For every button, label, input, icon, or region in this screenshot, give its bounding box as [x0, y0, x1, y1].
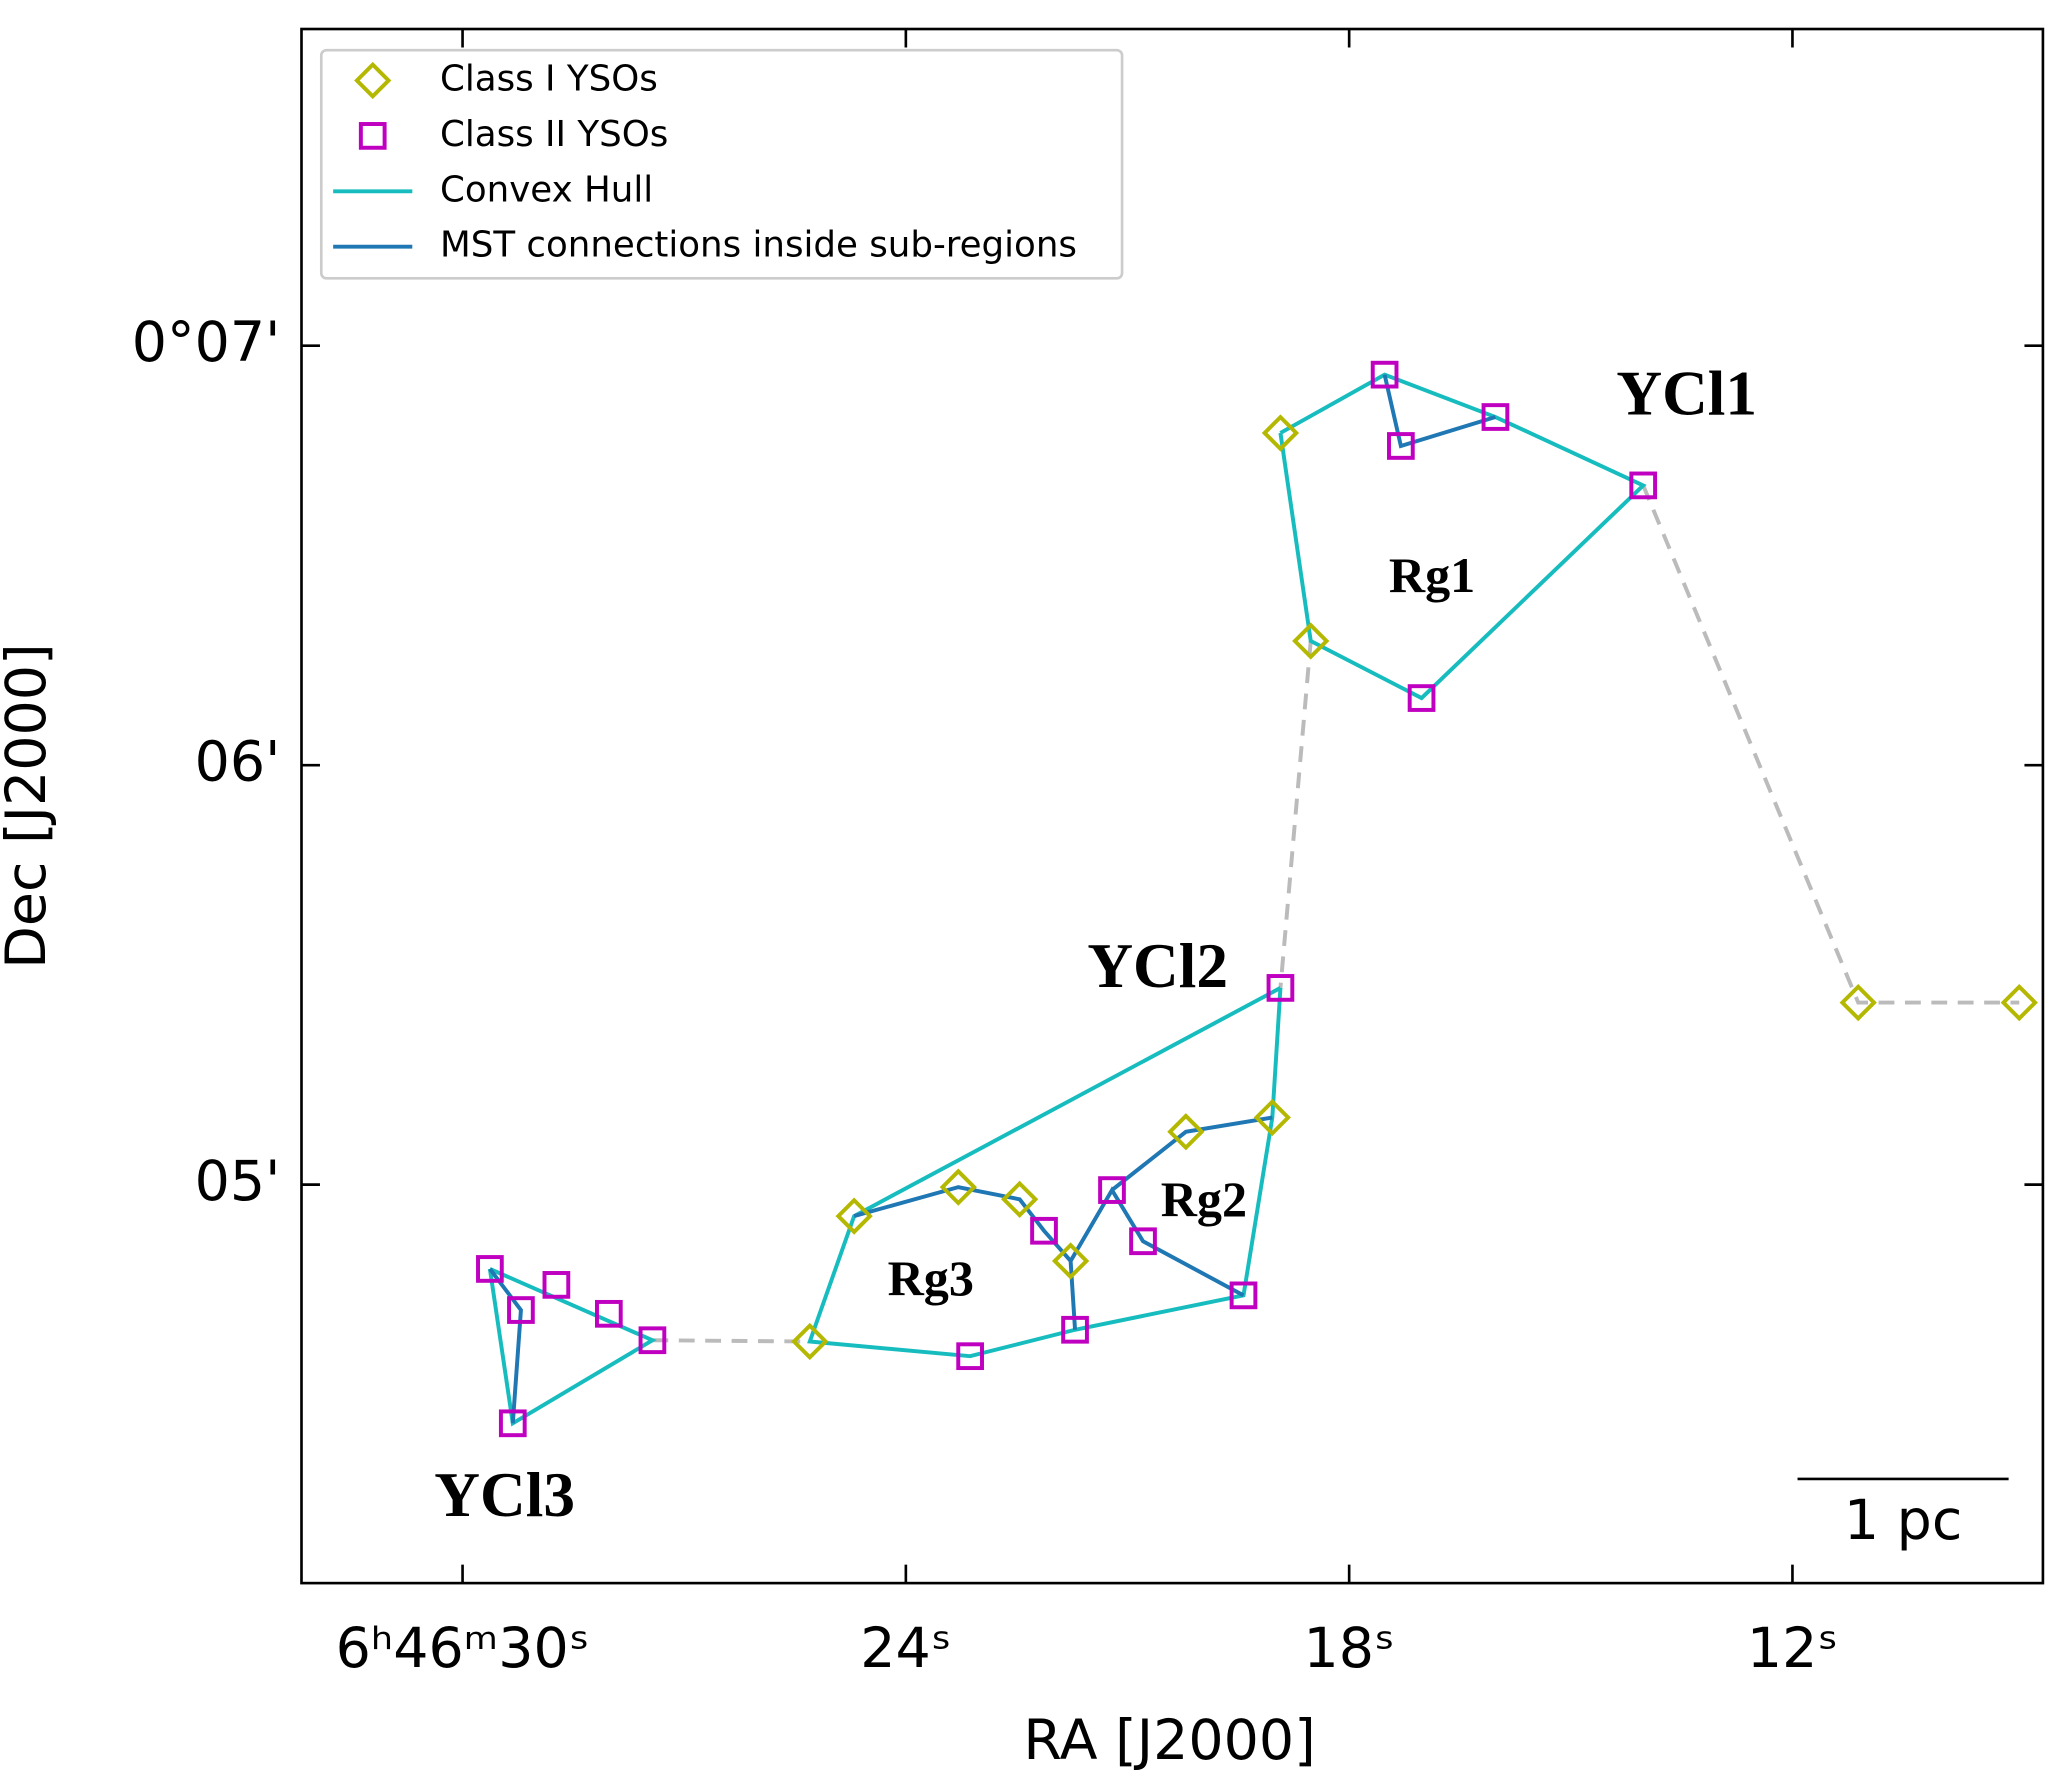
- legend-label: Convex Hull: [440, 169, 653, 210]
- x-tick-label: 12ˢ: [1747, 1617, 1838, 1681]
- class-ii-point: [594, 1299, 623, 1328]
- class-ii-point: [1229, 1281, 1258, 1310]
- class-ii-point: [476, 1255, 504, 1283]
- line-series: [488, 374, 1497, 1424]
- class-ii-point: [956, 1342, 984, 1371]
- class-ii-point: [1481, 403, 1510, 431]
- class-i-point: [1253, 1098, 1291, 1137]
- y-tick-label: 06': [195, 730, 281, 794]
- class-i-point: [791, 1322, 829, 1361]
- annotation: Rg3: [888, 1250, 974, 1306]
- class-i-point: [939, 1168, 977, 1206]
- annotation: YCl3: [434, 1460, 575, 1530]
- x-axis-label: RA [J2000]: [1023, 1709, 1315, 1773]
- legend-label: MST connections inside sub-regions: [440, 225, 1077, 266]
- legend-box: [319, 48, 1124, 280]
- x-tick-label: 6ʰ46ᵐ30ˢ: [336, 1617, 590, 1681]
- legend-label: Class II YSOs: [440, 114, 668, 155]
- class-ii-point: [1061, 1315, 1089, 1344]
- class-i-point: [1292, 622, 1330, 660]
- y-tick-label: 0°07': [132, 311, 281, 375]
- class-i-point: [835, 1197, 873, 1235]
- class-ii-point: [1266, 974, 1295, 1002]
- class-ii-point: [1629, 471, 1658, 500]
- class-i-point: [1839, 983, 1877, 1022]
- class-ii-point: [1098, 1176, 1126, 1204]
- class-i-point: [1167, 1113, 1205, 1151]
- annotation: YCl1: [1616, 358, 1757, 428]
- class-i-point: [1261, 414, 1300, 452]
- x-tick-label: 18ˢ: [1304, 1617, 1395, 1681]
- class-ii-point: [1129, 1227, 1157, 1256]
- class-i-point: [1051, 1242, 1090, 1280]
- x-tick-label: 24ˢ: [860, 1617, 951, 1681]
- scale-bar-label: 1 pc: [1844, 1489, 1962, 1553]
- annotation: Rg1: [1389, 547, 1475, 603]
- class-ii-point: [542, 1271, 571, 1299]
- class-ii-point: [638, 1326, 667, 1355]
- legend-swatch: [354, 61, 392, 100]
- class-ii-point: [498, 1409, 527, 1438]
- class-i-point: [2000, 983, 2038, 1022]
- class-i-point: [1001, 1180, 1039, 1218]
- y-tick-label: 05': [195, 1150, 281, 1214]
- line-series: [487, 372, 1647, 1427]
- y-axis-label: Dec [J2000]: [0, 643, 59, 968]
- annotation: YCl2: [1087, 931, 1228, 1001]
- plot-frame: [300, 27, 2045, 1585]
- connection-line: [652, 484, 2020, 1344]
- legend-label: Class I YSOs: [440, 58, 658, 99]
- legend-swatch: [358, 122, 387, 150]
- class-ii-point: [507, 1296, 535, 1324]
- annotation: Rg2: [1161, 1171, 1247, 1227]
- class-ii-point: [1387, 432, 1415, 460]
- class-ii-point: [1030, 1216, 1058, 1245]
- class-ii-point: [1407, 684, 1436, 712]
- class-ii-point: [1370, 360, 1399, 389]
